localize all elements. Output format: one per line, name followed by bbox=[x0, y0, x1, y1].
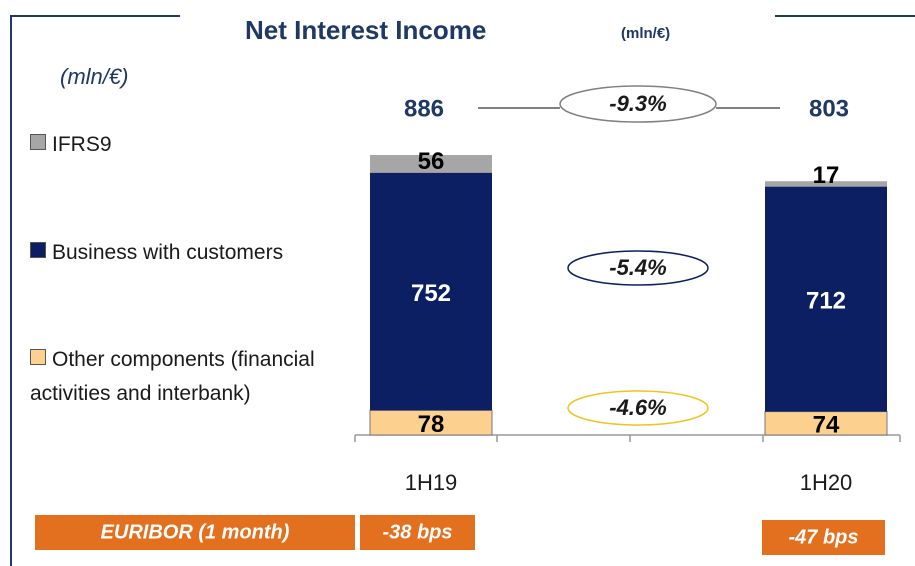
chart-title: Net Interest Income bbox=[245, 15, 486, 45]
data-label: 74 bbox=[813, 412, 840, 439]
legend-label: IFRS9 bbox=[52, 133, 112, 156]
change-label: -5.4% bbox=[609, 255, 666, 280]
change-bubble bbox=[567, 390, 709, 426]
data-label: 712 bbox=[806, 287, 846, 314]
total-label: 886 bbox=[404, 95, 444, 122]
rate-box bbox=[762, 520, 885, 555]
change-bubble bbox=[567, 250, 709, 286]
bar-segment bbox=[765, 186, 887, 412]
legend-item: Other components (financial activities a… bbox=[30, 343, 340, 411]
legend-swatch bbox=[30, 134, 46, 150]
x-tick-label: 1H20 bbox=[800, 470, 853, 495]
rate-text: EURIBOR (1 month) bbox=[101, 521, 290, 543]
title-unit: (mln/€) bbox=[621, 25, 670, 42]
legend-item: IFRS9 bbox=[30, 128, 340, 162]
bar-segment bbox=[765, 181, 887, 187]
change-bubble bbox=[559, 85, 717, 123]
legend-item: Business with customers bbox=[30, 236, 340, 270]
legend-label: Other components (financial activities a… bbox=[30, 348, 315, 405]
data-label: 752 bbox=[411, 280, 451, 307]
rate-box bbox=[360, 515, 475, 550]
total-label: 803 bbox=[809, 95, 849, 122]
change-label: -9.3% bbox=[609, 91, 666, 116]
axis-ticks bbox=[354, 435, 901, 442]
unit-label: (mln/€) bbox=[60, 64, 128, 89]
bar-segment bbox=[370, 172, 492, 411]
rate-text: -47 bps bbox=[788, 526, 858, 548]
legend-label: Business with customers bbox=[52, 241, 284, 264]
rate-text: -38 bps bbox=[382, 521, 452, 543]
rate-box bbox=[35, 515, 355, 550]
change-label: -4.6% bbox=[609, 395, 666, 420]
data-label: 78 bbox=[418, 411, 445, 438]
data-label: 17 bbox=[813, 162, 840, 189]
x-tick-label: 1H19 bbox=[405, 470, 458, 495]
legend-swatch bbox=[30, 349, 46, 365]
data-label: 56 bbox=[418, 148, 445, 175]
legend-swatch bbox=[30, 242, 46, 258]
bar-segment bbox=[370, 155, 492, 173]
